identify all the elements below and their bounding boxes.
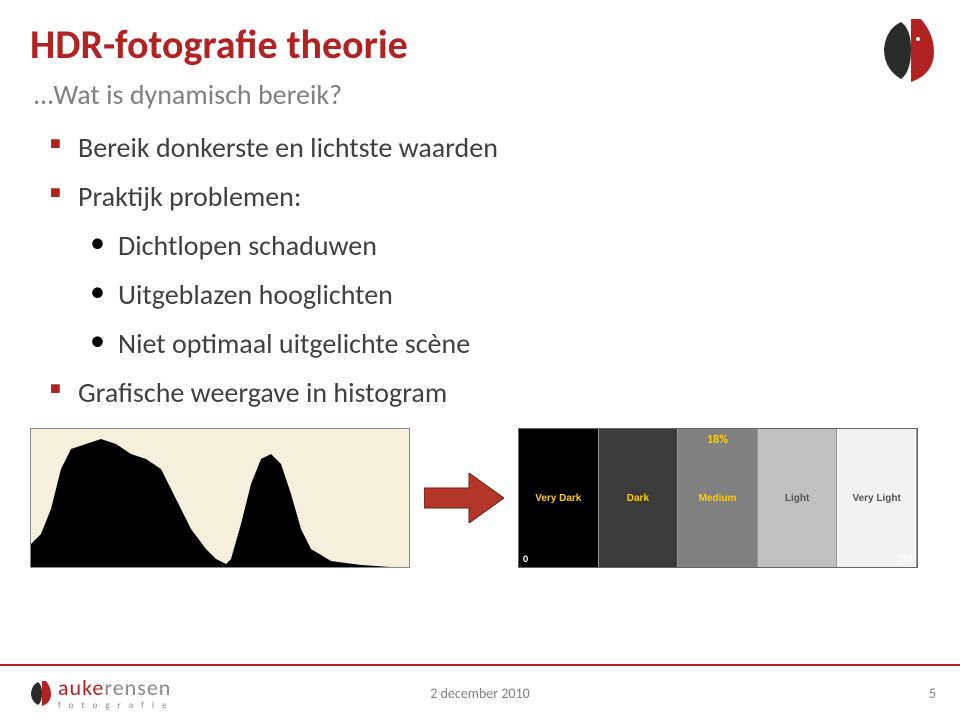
footer-logo-icon: [24, 679, 52, 707]
zone-very-dark: Very Dark: [519, 429, 599, 567]
bullet-subitem: Niet optimaal uitgelichte scène: [90, 326, 930, 361]
arrow-icon: [424, 473, 504, 523]
zone-18-label: 18%: [707, 433, 728, 447]
footer-logo: aukerensen f o t o g r a f i e: [24, 677, 171, 710]
zone-label: Light: [785, 493, 809, 504]
bullet-list: Bereik donkerste en lichtste waarden Pra…: [50, 130, 930, 410]
zone-light: Light: [758, 429, 838, 567]
axis-min: 0: [523, 552, 528, 565]
brand-last: rensen: [104, 674, 171, 701]
zone-very-light: Very Light: [837, 429, 917, 567]
zone-label: Dark: [627, 493, 649, 504]
bullet-subitem: Uitgeblazen hooglichten: [90, 277, 930, 312]
graphic-row: Very Dark Dark 18% Medium Light Very Lig…: [30, 428, 930, 568]
footer-page-number: 5: [929, 685, 936, 702]
footer: aukerensen f o t o g r a f i e 2 decembe…: [0, 664, 960, 720]
brand-sub: f o t o g r a f i e: [58, 701, 171, 710]
bullet-subitem: Dichtlopen schaduwen: [90, 228, 930, 263]
corner-logo: [866, 14, 936, 84]
slide-title: HDR-fotografie theorie: [30, 20, 930, 69]
zone-label: Very Dark: [535, 493, 581, 504]
footer-date: 2 december 2010: [430, 685, 529, 702]
histogram: [30, 428, 410, 568]
tonal-zones: Very Dark Dark 18% Medium Light Very Lig…: [518, 428, 918, 568]
bullet-item: Bereik donkerste en lichtste waarden: [50, 130, 930, 165]
slide-subtitle: …Wat is dynamisch bereik?: [34, 77, 930, 112]
zone-label: Very Light: [852, 493, 900, 504]
zone-dark: Dark: [599, 429, 679, 567]
axis-max: 255: [898, 552, 913, 565]
histogram-curve: [31, 439, 410, 568]
slide: HDR-fotografie theorie …Wat is dynamisch…: [0, 0, 960, 720]
bullet-item: Grafische weergave in histogram: [50, 375, 930, 410]
brand-first: auke: [58, 674, 104, 701]
zone-medium: 18% Medium: [678, 429, 758, 567]
zone-label: Medium: [699, 493, 737, 504]
bullet-item: Praktijk problemen:: [50, 179, 930, 214]
footer-logo-text: aukerensen f o t o g r a f i e: [58, 677, 171, 710]
